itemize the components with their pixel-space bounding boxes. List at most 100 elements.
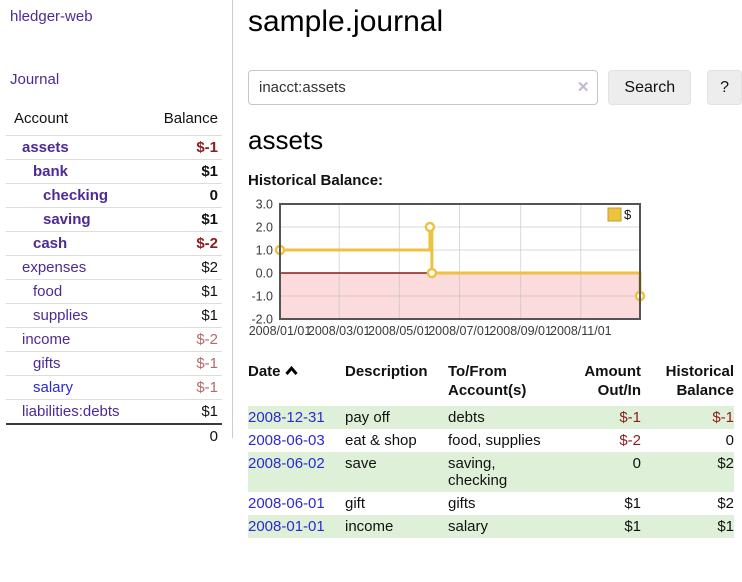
transaction-accounts: debts xyxy=(448,406,560,429)
account-link-cash[interactable]: cash xyxy=(33,235,68,252)
account-balance: $2 xyxy=(144,255,222,280)
register-table: Date Description To/From Account(s) Amou… xyxy=(248,360,734,538)
search-button[interactable]: Search xyxy=(608,70,692,105)
accounts-total-value: 0 xyxy=(144,423,222,448)
y-axis-tick-label: 1.0 xyxy=(256,244,273,258)
legend-swatch xyxy=(607,207,622,222)
y-axis-tick-label: 0.0 xyxy=(256,267,273,281)
account-link-gifts[interactable]: gifts xyxy=(33,355,61,372)
account-link-supplies[interactable]: supplies xyxy=(33,307,89,324)
search-form: ✕ Search ? xyxy=(248,70,742,105)
sort-ascending-icon xyxy=(284,362,298,381)
legend-label: $ xyxy=(624,207,632,222)
transaction-row: 2008-06-03 eat & shop food, supplies $-2… xyxy=(248,429,734,452)
transaction-description: pay off xyxy=(345,406,448,429)
column-header-balance: Historical Balance xyxy=(665,363,734,399)
transaction-amount: $1 xyxy=(560,515,641,538)
account-column-header: Account xyxy=(14,110,69,127)
transaction-date-link[interactable]: 2008-06-03 xyxy=(248,432,325,449)
transaction-accounts: salary xyxy=(448,515,560,538)
account-row: checking 0 xyxy=(6,183,222,208)
help-button[interactable]: ? xyxy=(707,70,742,105)
data-point-marker xyxy=(424,221,436,233)
account-row: saving $1 xyxy=(6,207,222,232)
x-axis-tick-label: 2008/05/01 xyxy=(368,324,431,338)
column-header-accounts: To/From Account(s) xyxy=(448,363,527,399)
chart-title: Historical Balance: xyxy=(248,172,384,189)
transaction-balance: $-1 xyxy=(641,406,734,429)
transaction-amount: $-1 xyxy=(560,406,641,429)
chart-border xyxy=(279,203,641,320)
transaction-date-link[interactable]: 2008-12-31 xyxy=(248,409,325,426)
account-balance: $1 xyxy=(144,303,222,328)
clear-search-icon[interactable]: ✕ xyxy=(576,79,590,96)
app-brand-link[interactable]: hledger-web xyxy=(10,8,93,25)
transaction-balance: $2 xyxy=(717,495,734,512)
transaction-row: 2008-01-01 income salary $1 $1 xyxy=(248,515,734,538)
y-axis-tick-label: -1.0 xyxy=(251,290,273,304)
account-balance: $-2 xyxy=(144,327,222,352)
x-axis-tick-label: 2008/01/01 xyxy=(249,324,312,338)
accounts-header-row: Account Balance xyxy=(6,106,222,136)
account-link-saving[interactable]: saving xyxy=(43,211,91,228)
account-row: income $-2 xyxy=(6,327,222,352)
account-link-bank[interactable]: bank xyxy=(33,163,69,180)
account-link-income[interactable]: income xyxy=(22,331,71,348)
transaction-date-link[interactable]: 2008-06-01 xyxy=(248,495,325,512)
account-row: assets $-1 xyxy=(6,135,222,160)
balance-column-header: Balance xyxy=(163,110,218,127)
transaction-description: income xyxy=(345,515,448,538)
sidebar-item-journal[interactable]: Journal xyxy=(10,71,60,88)
account-link-expenses[interactable]: expenses xyxy=(22,259,87,276)
sidebar-accounts-table: Account Balance assets $-1 bank $1 check… xyxy=(6,106,222,448)
transaction-row: 2008-06-02 save saving, checking 0 $2 xyxy=(248,452,734,492)
column-header-amount: Amount Out/In xyxy=(584,363,641,399)
account-balance: $-1 xyxy=(144,375,222,400)
account-balance: $1 xyxy=(144,159,222,184)
transaction-amount: 0 xyxy=(560,452,641,492)
account-link-liabilities-debts[interactable]: liabilities:debts xyxy=(22,403,120,420)
account-row: bank $1 xyxy=(6,159,222,184)
account-row: liabilities:debts $1 xyxy=(6,399,222,424)
account-row: gifts $-1 xyxy=(6,351,222,376)
account-balance: 0 xyxy=(144,183,222,208)
balance-chart: $3.0 2.0 1.0 0.0 -1.0 -2.02008/01/012008/03/0… xyxy=(249,198,646,338)
account-row: cash $-2 xyxy=(6,231,222,256)
account-link-assets[interactable]: assets xyxy=(22,139,69,156)
transaction-balance: 0 xyxy=(725,432,734,449)
account-balance: $1 xyxy=(144,399,222,424)
main-content: sample.journal ✕ Search ? assets Histori… xyxy=(248,0,742,538)
transaction-amount: $-2 xyxy=(619,432,641,449)
transaction-balance: $2 xyxy=(641,452,734,492)
register-header-row: Date Description To/From Account(s) Amou… xyxy=(248,360,734,406)
account-row: salary $-1 xyxy=(6,375,222,400)
account-balance: $-1 xyxy=(144,351,222,376)
transaction-amount: $1 xyxy=(624,495,641,512)
y-axis-tick-label: 2.0 xyxy=(256,221,273,235)
report-account-title: assets xyxy=(248,125,324,155)
search-input[interactable] xyxy=(248,70,599,105)
transaction-description: gift xyxy=(345,495,366,512)
transaction-accounts: food, supplies xyxy=(448,432,541,449)
account-row: expenses $2 xyxy=(6,255,222,280)
x-axis-tick-label: 2008/07/01 xyxy=(428,324,491,338)
account-link-salary[interactable]: salary xyxy=(33,379,74,396)
x-axis-tick-label: 2008/11/01 xyxy=(550,324,612,338)
transaction-balance: $1 xyxy=(641,515,734,538)
transaction-row: 2008-12-31 pay off debts $-1 $-1 xyxy=(248,406,734,429)
transaction-accounts: saving, checking xyxy=(448,452,560,492)
column-header-date[interactable]: Date xyxy=(248,360,345,406)
transaction-description: save xyxy=(345,452,448,492)
account-balance: $1 xyxy=(144,279,222,304)
account-row: food $1 xyxy=(6,279,222,304)
account-balance: $1 xyxy=(144,207,222,232)
y-axis-tick-label: 3.0 xyxy=(256,198,273,212)
transaction-date-link[interactable]: 2008-06-02 xyxy=(248,455,325,472)
transaction-row: 2008-06-01 gift gifts $1 $2 xyxy=(248,492,734,515)
transaction-description: eat & shop xyxy=(345,432,417,449)
account-link-checking[interactable]: checking xyxy=(43,187,109,204)
x-axis-tick-label: 2008/09/01 xyxy=(489,324,552,338)
sidebar-divider xyxy=(232,0,233,438)
account-link-food[interactable]: food xyxy=(33,283,63,300)
transaction-date-link[interactable]: 2008-01-01 xyxy=(248,518,325,535)
